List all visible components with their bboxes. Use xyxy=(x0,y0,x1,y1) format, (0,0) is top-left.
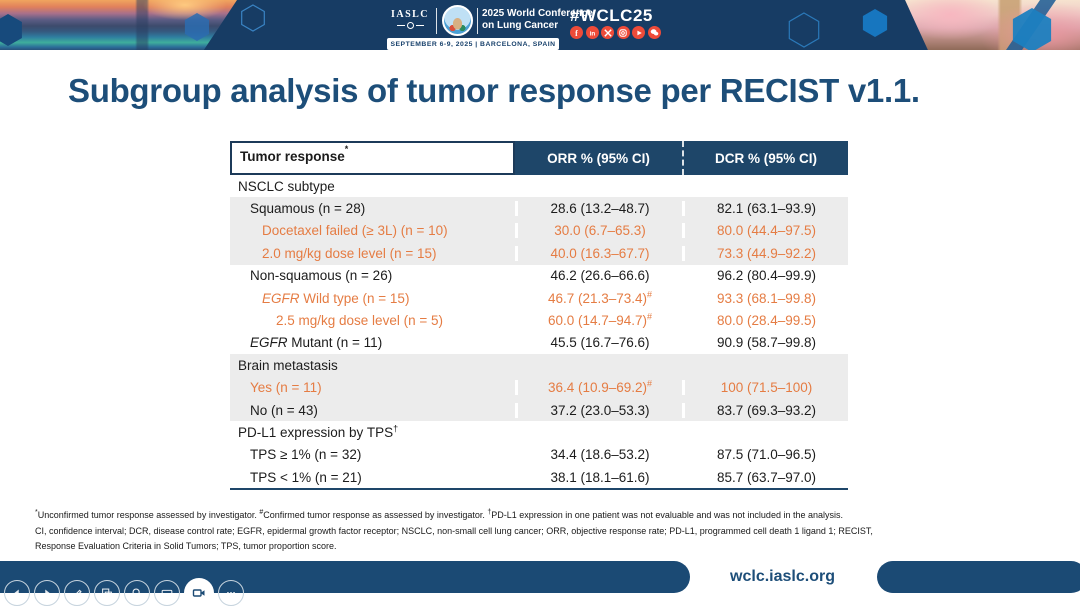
dcr-value: 87.5 (71.0–96.5) xyxy=(682,447,848,463)
table-body: NSCLC subtype Squamous (n = 28) 28.6 (13.2… xyxy=(230,175,848,491)
column-header-dcr: DCR % (95% CI) xyxy=(682,141,848,175)
table-row: Yes (n = 11) 36.4 (10.9–69.2)# 100 (71.5–1… xyxy=(230,376,848,399)
dcr-value: 83.7 (69.3–93.2) xyxy=(682,402,848,418)
previous-button[interactable] xyxy=(4,580,30,606)
footnote-line-2: CI, confidence interval; DCR, disease co… xyxy=(35,525,873,536)
dcr-value: 100 (71.5–100) xyxy=(682,380,848,396)
column-header-tumor-response: Tumor response * xyxy=(230,141,515,175)
table-row: 2.5 mg/kg dose level (n = 5) 60.0 (14.7–9… xyxy=(230,309,848,331)
iaslc-emblem-icon xyxy=(389,22,431,29)
dcr-value: 80.0 (28.4–99.5) xyxy=(682,313,848,329)
dcr-value: 82.1 (63.1–93.9) xyxy=(682,201,848,217)
dcr-value: 85.7 (63.7–97.0) xyxy=(682,469,848,485)
table-row: Squamous (n = 28) 28.6 (13.2–48.7) 82.1 (6… xyxy=(230,197,848,220)
zoom-button[interactable] xyxy=(124,580,150,606)
footnote-line-1: *Unconfirmed tumor response assessed by … xyxy=(35,509,843,520)
table-section-row: NSCLC subtype xyxy=(238,178,335,194)
table-row: Docetaxel failed (≥ 3L) (n = 10) 30.0 (6.… xyxy=(230,219,848,243)
orr-value: 37.2 (23.0–53.3) xyxy=(515,402,682,418)
wclc-logo-icon xyxy=(442,5,473,36)
previous-icon xyxy=(14,589,19,597)
pen-icon xyxy=(72,589,82,600)
table-header-row: Tumor response * ORR % (95% CI) DCR % (95… xyxy=(230,141,848,175)
hexagon-decorations xyxy=(0,0,1056,50)
x-icon xyxy=(601,26,615,39)
facebook-icon: f xyxy=(570,26,583,39)
keyboard-button[interactable] xyxy=(154,580,180,606)
camera-icon xyxy=(192,589,205,597)
instagram-icon xyxy=(616,26,630,39)
linkedin-icon: in xyxy=(585,26,599,39)
table-row: EGFR Mutant (n = 11) 45.5 (16.7–76.6) 90.9… xyxy=(230,332,848,354)
pen-button[interactable] xyxy=(64,580,90,606)
footnote-line-3: Response Evaluation Criteria in Solid Tu… xyxy=(35,541,337,551)
table-row: Non-squamous (n = 26) 46.2 (26.6–66.6) 96.… xyxy=(230,265,848,287)
slides-icon xyxy=(102,588,112,598)
table-row: EGFR Wild type (n = 15) 46.7 (21.3–73.4)#… xyxy=(230,287,848,309)
youtube-icon xyxy=(632,26,646,39)
orr-value: 30.0 (6.7–65.3) xyxy=(515,223,682,239)
next-button[interactable] xyxy=(34,580,60,606)
date-location-badge: SEPTEMBER 6-9, 2025 | BARCELONA, SPAIN xyxy=(387,38,559,50)
more-button[interactable] xyxy=(218,580,244,606)
conference-banner: IASLC 2025 World Conference on Lung Canc… xyxy=(0,0,1080,50)
page-title: Subgroup analysis of tumor response per … xyxy=(68,72,920,109)
logo-separator xyxy=(436,8,437,34)
dcr-value: 80.0 (44.4–97.5) xyxy=(682,223,848,239)
footer-bar-right xyxy=(877,561,1080,593)
table-section-row: Brain metastasis xyxy=(230,354,848,377)
keyboard-icon xyxy=(161,589,173,597)
next-icon xyxy=(45,589,50,597)
orr-value: 46.7 (21.3–73.4)# xyxy=(515,290,682,306)
ellipsis-icon xyxy=(226,592,236,594)
table-row: 2.0 mg/kg dose level (n = 15) 40.0 (16.3–… xyxy=(230,242,848,265)
iaslc-wordmark: IASLC xyxy=(389,9,431,29)
orr-value: 38.1 (18.1–61.6) xyxy=(515,469,682,485)
table-row: No (n = 43) 37.2 (23.0–53.3) 83.7 (69.3–93… xyxy=(230,398,848,422)
iaslc-label: IASLC xyxy=(390,9,430,20)
orr-value: 46.2 (26.6–66.6) xyxy=(515,268,682,284)
presentation-toolbar xyxy=(4,578,244,608)
dcr-value: 96.2 (80.4–99.9) xyxy=(682,268,848,284)
orr-value: 36.4 (10.9–69.2)# xyxy=(515,379,682,396)
conference-url-link[interactable]: wclc.iaslc.org xyxy=(730,568,835,585)
footnotes: *Unconfirmed tumor response assessed by … xyxy=(35,508,1055,555)
dcr-value: 90.9 (58.7–99.8) xyxy=(682,335,848,351)
magnifier-icon xyxy=(132,588,142,598)
conference-name: 2025 World Conference on Lung Cancer xyxy=(482,8,593,31)
orr-value: 34.4 (18.6–53.2) xyxy=(515,447,682,463)
table-row: TPS < 1% (n = 21) 38.1 (18.1–61.6) 85.7 (6… xyxy=(230,466,848,488)
tumor-response-table: Tumor response * ORR % (95% CI) DCR % (95… xyxy=(230,141,848,491)
column-header-orr: ORR % (95% CI) xyxy=(515,141,682,175)
dcr-value: 73.3 (44.9–92.2) xyxy=(682,245,848,261)
orr-value: 60.0 (14.7–94.7)# xyxy=(515,312,682,329)
table-section-row: PD-L1 expression by TPS† xyxy=(238,423,399,440)
orr-value: 45.5 (16.7–76.6) xyxy=(515,335,682,351)
hashtag-label: #WCLC25 xyxy=(570,6,653,25)
logo-separator xyxy=(477,8,478,34)
orr-value: 40.0 (16.3–67.7) xyxy=(515,245,682,261)
slides-button[interactable] xyxy=(94,580,120,606)
svg-text:f: f xyxy=(575,29,578,37)
social-icons-row: f in xyxy=(570,26,661,39)
orr-value: 28.6 (13.2–48.7) xyxy=(515,201,682,217)
wechat-icon xyxy=(647,26,661,39)
table-row: TPS ≥ 1% (n = 32) 34.4 (18.6–53.2) 87.5 (7… xyxy=(230,444,848,466)
dcr-value: 93.3 (68.1–99.8) xyxy=(682,290,848,306)
camera-button[interactable] xyxy=(184,578,214,608)
svg-text:in: in xyxy=(589,31,595,37)
